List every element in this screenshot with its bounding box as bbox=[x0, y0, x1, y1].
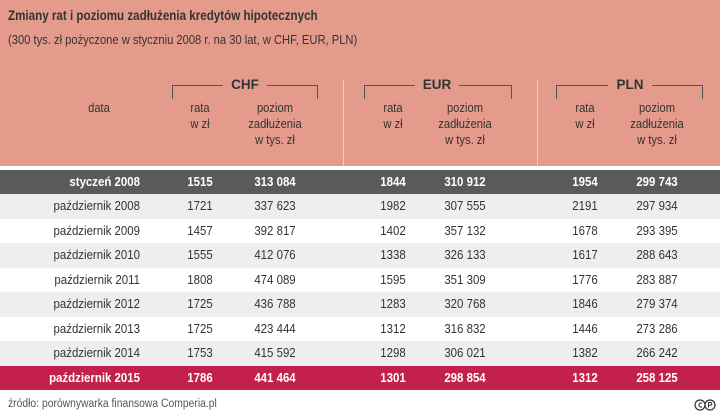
cell-debt: 299 743 bbox=[636, 173, 678, 189]
cell-debt: 310 912 bbox=[444, 173, 486, 189]
row-date: październik 2015 bbox=[49, 369, 140, 385]
column-header-debt: poziom zadłużenia w tys. zł bbox=[248, 100, 302, 147]
cell-debt: 316 832 bbox=[444, 320, 486, 336]
row-date: październik 2011 bbox=[54, 271, 140, 287]
cell-rate: 1786 bbox=[187, 369, 213, 385]
cell-rate: 1678 bbox=[572, 222, 598, 238]
table-row: październik 2012 1725 436 788 1283 320 768 18… bbox=[0, 292, 720, 317]
cell-rate: 1982 bbox=[380, 198, 406, 213]
row-date: październik 2008 bbox=[53, 198, 140, 213]
column-header-rate: rata w zł bbox=[190, 100, 210, 131]
cell-debt: 297 934 bbox=[636, 198, 678, 213]
row-date: październik 2012 bbox=[53, 296, 140, 311]
cell-debt: 351 309 bbox=[444, 271, 486, 287]
row-header-label: data bbox=[88, 100, 110, 115]
row-date: październik 2014 bbox=[53, 345, 140, 360]
table-row: październik 2014 1753 415 592 1298 306 021 13… bbox=[0, 341, 720, 366]
chart-title: Zmiany rat i poziomu zadłużenia kredytów… bbox=[8, 8, 318, 23]
row-date: październik 2010 bbox=[53, 247, 140, 262]
bracket-gap bbox=[415, 80, 459, 92]
cell-debt: 288 643 bbox=[636, 247, 678, 262]
table-row: październik 2010 1555 412 076 1338 326 133 16… bbox=[0, 243, 720, 268]
table-row: październik 2011 1808 474 089 1595 351 309 17… bbox=[0, 267, 720, 292]
column-header-rate: rata w zł bbox=[575, 100, 595, 131]
source-note: źródło: porównywarka finansowa Comperia.… bbox=[8, 398, 217, 410]
cell-debt: 298 854 bbox=[444, 369, 486, 385]
cell-debt: 436 788 bbox=[254, 296, 296, 311]
cell-rate: 1283 bbox=[380, 296, 406, 311]
cell-debt: 392 817 bbox=[254, 222, 296, 238]
row-date: październik 2013 bbox=[53, 320, 140, 336]
cell-rate: 1402 bbox=[380, 222, 406, 238]
cell-rate: 1721 bbox=[187, 198, 213, 213]
cell-rate: 1298 bbox=[380, 345, 406, 360]
creative-commons-icon bbox=[694, 399, 716, 411]
cell-debt: 423 444 bbox=[254, 320, 296, 336]
cell-rate: 1446 bbox=[572, 320, 598, 336]
cell-rate: 1312 bbox=[572, 369, 598, 385]
group-divider bbox=[537, 80, 538, 166]
cell-rate: 1515 bbox=[187, 173, 213, 189]
cell-debt: 307 555 bbox=[444, 198, 486, 213]
cell-debt: 313 084 bbox=[254, 173, 296, 189]
cell-rate: 1844 bbox=[380, 173, 406, 189]
cell-debt: 283 887 bbox=[636, 271, 678, 287]
currency-label: PLN bbox=[616, 77, 644, 92]
cell-debt: 306 021 bbox=[444, 345, 486, 360]
cell-debt: 415 592 bbox=[254, 345, 296, 360]
cell-rate: 1382 bbox=[572, 345, 598, 360]
column-header-rate: rata w zł bbox=[383, 100, 403, 131]
cell-rate: 1555 bbox=[187, 247, 213, 262]
table-row: październik 2013 1725 423 444 1312 316 832 14… bbox=[0, 316, 720, 341]
cell-debt: 266 242 bbox=[636, 345, 678, 360]
cell-rate: 1338 bbox=[380, 247, 406, 262]
cell-debt: 474 089 bbox=[254, 271, 296, 287]
cell-debt: 326 133 bbox=[444, 247, 486, 262]
cell-rate: 1301 bbox=[380, 369, 406, 385]
currency-label: EUR bbox=[422, 77, 452, 92]
cell-rate: 1753 bbox=[187, 345, 213, 360]
cell-debt: 279 374 bbox=[636, 296, 678, 311]
cell-debt: 412 076 bbox=[254, 247, 296, 262]
table-row: styczeń 2008 1515 313 084 1844 310 912 1954 29… bbox=[0, 169, 720, 194]
cell-debt: 258 125 bbox=[636, 369, 678, 385]
cell-rate: 1312 bbox=[380, 320, 406, 336]
table-row: październik 2009 1457 392 817 1402 357 132 16… bbox=[0, 218, 720, 243]
table-row: październik 2015 1786 441 464 1301 298 854 13… bbox=[0, 365, 720, 390]
bracket-gap bbox=[608, 80, 652, 92]
table-header-band: Zmiany rat i poziomu zadłużenia kredytów… bbox=[0, 0, 720, 166]
cell-debt: 357 132 bbox=[444, 222, 486, 238]
row-date: styczeń 2008 bbox=[69, 173, 140, 189]
cell-rate: 1846 bbox=[572, 296, 598, 311]
cell-rate: 1617 bbox=[572, 247, 598, 262]
cell-debt: 293 395 bbox=[636, 222, 678, 238]
cell-debt: 273 286 bbox=[636, 320, 678, 336]
group-divider bbox=[343, 80, 344, 166]
column-header-debt: poziom zadłużenia w tys. zł bbox=[438, 100, 492, 147]
chart-subtitle: (300 tys. zł pożyczone w styczniu 2008 r… bbox=[8, 32, 358, 47]
cell-rate: 1595 bbox=[380, 271, 406, 287]
cell-rate: 1808 bbox=[187, 271, 213, 287]
table-row: październik 2008 1721 337 623 1982 307 555 21… bbox=[0, 194, 720, 219]
cell-rate: 2191 bbox=[572, 198, 598, 213]
bracket-gap bbox=[223, 80, 267, 92]
cell-debt: 441 464 bbox=[254, 369, 296, 385]
cell-rate: 1725 bbox=[187, 296, 213, 311]
cell-debt: 337 623 bbox=[254, 198, 296, 213]
row-date: październik 2009 bbox=[53, 222, 140, 238]
cell-rate: 1457 bbox=[187, 222, 213, 238]
cell-rate: 1776 bbox=[572, 271, 598, 287]
currency-label: CHF bbox=[231, 77, 259, 92]
column-header-debt: poziom zadłużenia w tys. zł bbox=[630, 100, 684, 147]
cell-debt: 320 768 bbox=[444, 296, 486, 311]
cell-rate: 1954 bbox=[572, 173, 598, 189]
cell-rate: 1725 bbox=[187, 320, 213, 336]
